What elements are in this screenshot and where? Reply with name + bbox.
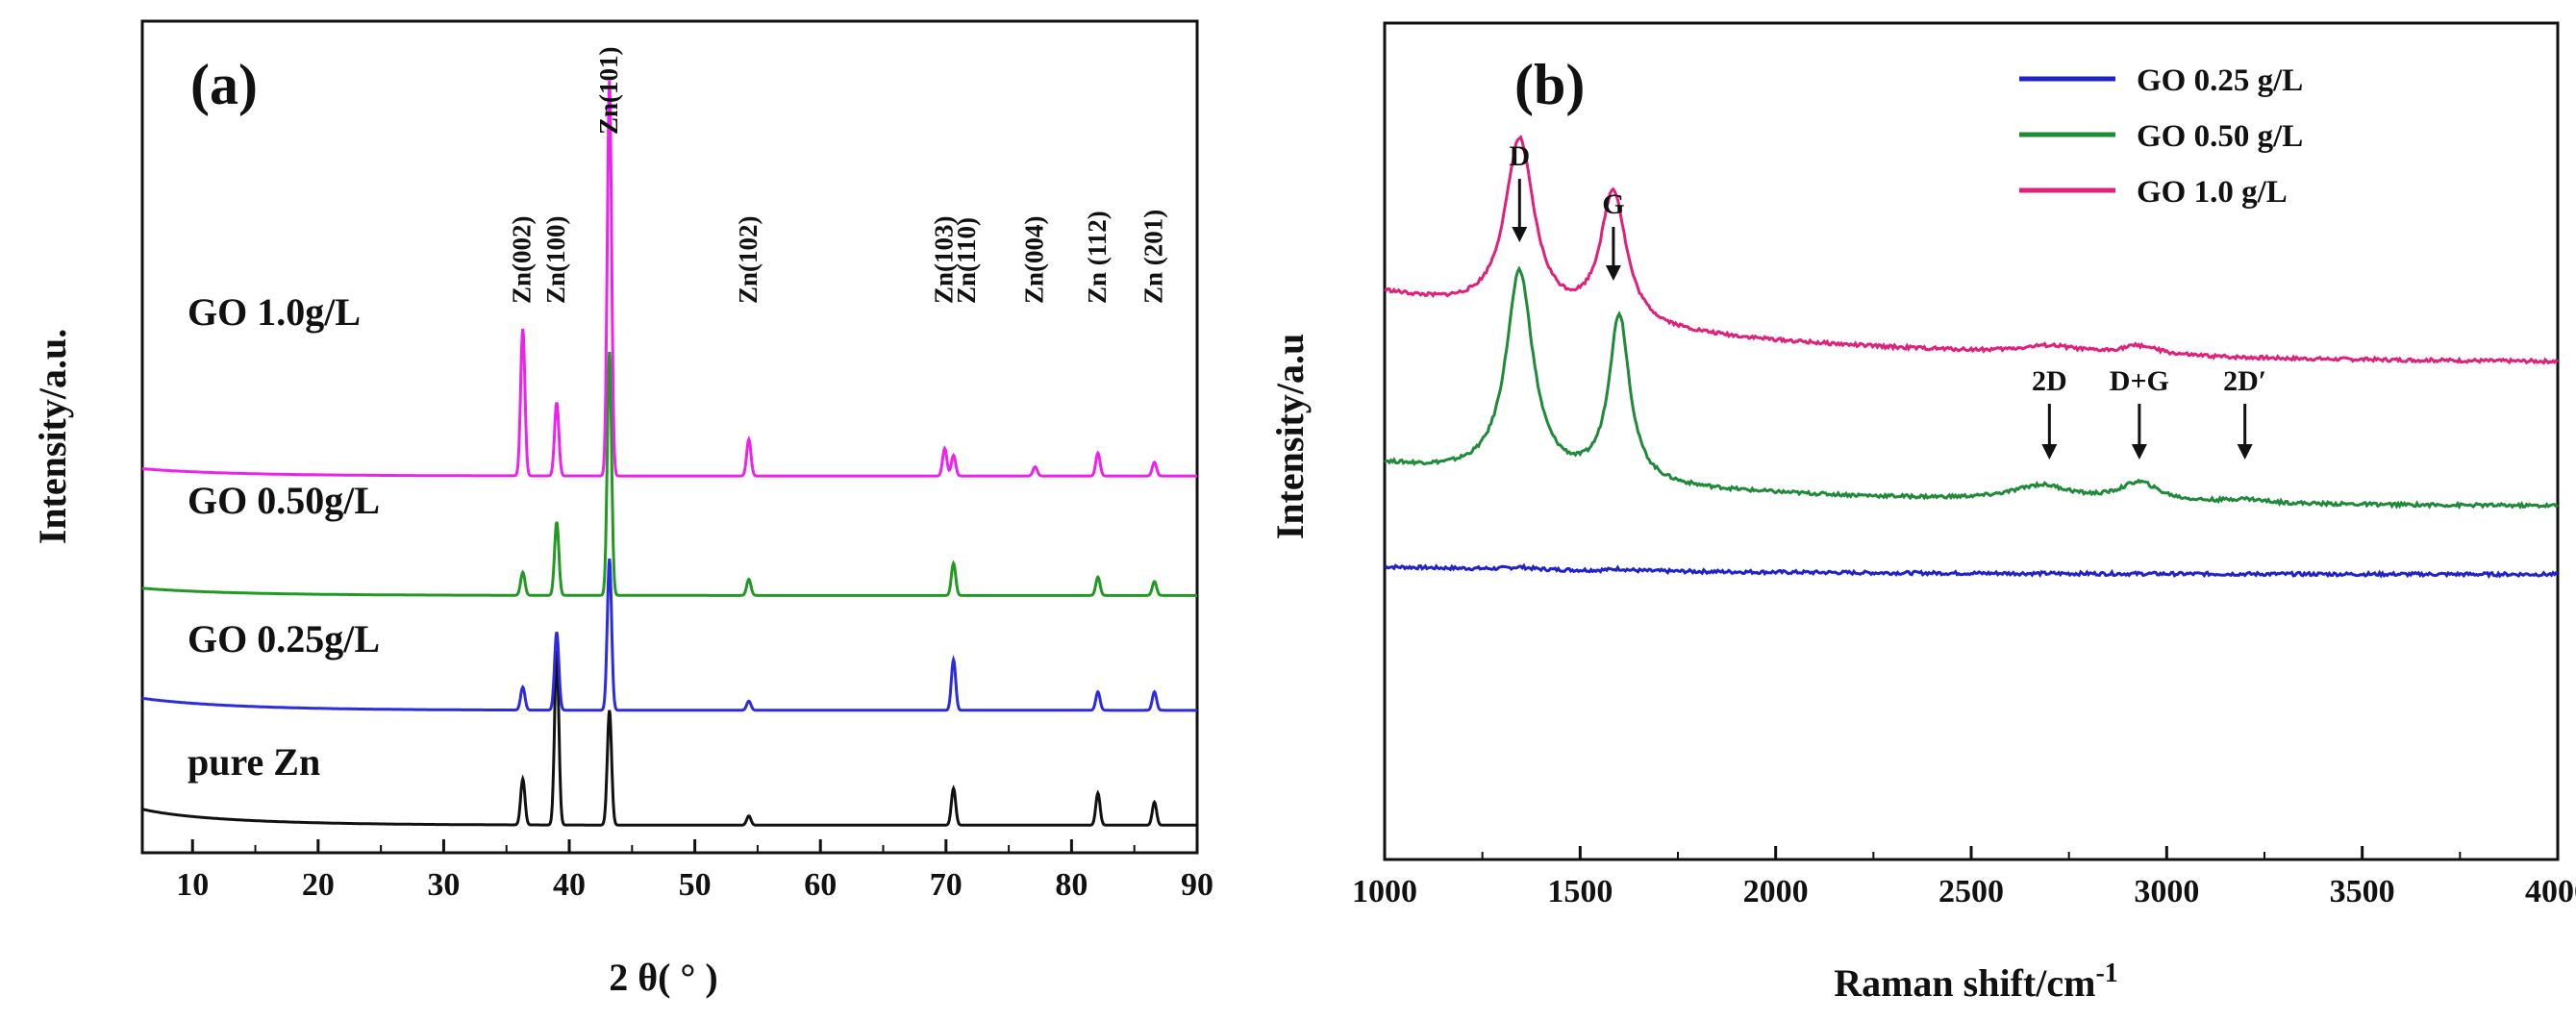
band-markers-b: D G 2D D+G 2D′ [1509,140,2266,460]
peak-label-zn-100-1: Zn(100) [541,215,570,304]
panel-label-a: (a) [190,53,258,116]
x-ticks-b: 1000 1500 2000 2500 3000 3500 4000 [1352,846,2576,909]
x-tick-label-a-60: 60 [804,867,837,903]
legend-label-go-0-50: GO 0.50 g/L [2137,119,2303,154]
peak-label-zn-103-4: Zn(103) [930,215,959,304]
series-line-b-go-1-0-g-l [1384,135,2560,365]
x-tick-label-b-1500: 1500 [1547,874,1613,909]
peak-label-zn-101-2: Zn(101) [594,46,623,135]
band-label-d: D [1509,140,1530,172]
x-tick-label-a-90: 90 [1181,867,1213,903]
band-marker-d: D [1509,140,1530,242]
y-axis-title-b: Intensity/a.u [1268,334,1312,540]
peak-label-zn-004-6: Zn(004) [1020,215,1049,304]
plot-frame-b [1383,21,2560,861]
peak-label-zn-110-5: Zn(110) [952,217,981,304]
x-tick-label-b-3000: 3000 [2134,874,2199,909]
x-tick-label-b-1000: 1000 [1352,874,1417,909]
peak-labels-a: Zn(002) Zn(100) Zn(101) Zn(102) Zn(103)Zn(11… [508,46,1168,304]
band-arrow-head [1512,227,1528,242]
panel-a: 10 20 30 40 50 60 70 80 90 Zn(002) Zn(100) Zn(101)… [31,19,1213,999]
y-axis-title-a: Intensity/a.u. [31,329,74,545]
peak-label-zn-002-0: Zn(002) [508,215,537,304]
x-tick-label-a-40: 40 [553,867,586,903]
legend-label-go-1-0: GO 1.0 g/L [2137,175,2288,210]
series-group-a [141,81,1197,827]
x-tick-label-a-50: 50 [679,867,712,903]
series-label-go-1-0: GO 1.0g/L [188,290,361,334]
x-tick-label-a-20: 20 [302,867,335,903]
peak-label-zn-201-8: Zn (201) [1139,210,1168,304]
plot-frame-a [140,19,1199,855]
band-label-2d: 2D [2032,365,2067,397]
band-arrow-head [1605,265,1621,281]
series-label-pure-zn: pure Zn [188,740,320,784]
x-tick-label-b-4000: 4000 [2525,874,2576,909]
band-label-2d: 2D′ [2223,365,2266,397]
band-arrow-head [2041,444,2058,460]
x-tick-label-a-30: 30 [427,867,460,903]
band-label-d-g: D+G [2110,365,2169,397]
x-tick-label-a-80: 80 [1055,867,1088,903]
series-line-a-go-0-25g-l [141,558,1197,712]
series-line-b-go-0-25-g-l [1384,562,2559,580]
band-marker-2d: 2D′ [2223,365,2266,460]
band-marker-d-g: D+G [2110,365,2169,460]
panel-b: 1000150020002500300035004000 DG2DD+G2D′ … [1268,21,2576,1006]
legend-label-go-0-25: GO 0.25 g/L [2137,63,2303,98]
series-line-a-go-0-50g-l [141,351,1197,597]
x-tick-label-b-2500: 2500 [1938,874,2004,909]
x-axis-title-b: Raman shift/cm-1 [1834,959,2118,1006]
x-tick-label-b-3500: 3500 [2330,874,2395,909]
series-line-a-go-1-0g-l [142,81,1197,478]
band-arrow-head [2237,444,2253,460]
series-group-b [1384,135,2560,580]
band-marker-2d: 2D [2032,365,2067,460]
series-label-go-0-50: GO 0.50g/L [188,479,380,522]
band-marker-g: G [1602,188,1625,281]
panel-label-b: (b) [1514,53,1585,116]
series-line-b-go-0-50-g-l [1384,265,2559,510]
legend-b: GO 0.25 g/L GO 0.50 g/L GO 1.0 g/L [2019,63,2303,210]
band-label-g: G [1602,188,1624,220]
series-label-go-0-25: GO 0.25g/L [188,617,380,660]
x-tick-label-a-10: 10 [176,867,209,903]
x-axis-title-b-sup: -1 [2095,959,2117,988]
x-axis-title-a: 2 θ( ° ) [609,956,718,999]
band-arrow-head [2131,444,2147,460]
x-tick-label-b-2000: 2000 [1743,874,1809,909]
series-line-a-pure-zn [141,650,1197,827]
peak-label-zn-102-3: Zn(102) [734,215,763,304]
x-tick-label-a-70: 70 [930,867,963,903]
x-ticks-a: 10 20 30 40 50 60 70 80 90 [176,839,1213,903]
x-axis-title-b-main: Raman shift/cm [1834,961,2095,1005]
peak-label-zn-112-7: Zn (112) [1083,211,1112,304]
